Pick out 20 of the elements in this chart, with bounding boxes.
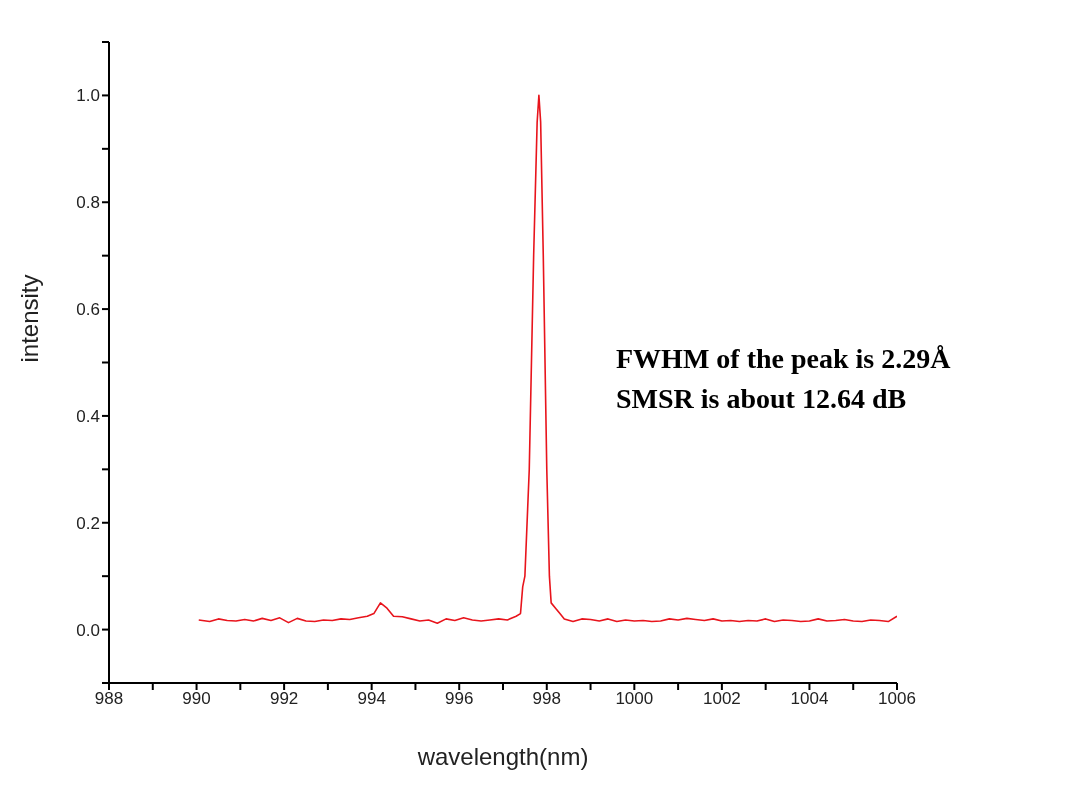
x-tick-label: 994: [357, 689, 386, 709]
annotation: SMSR is about 12.64 dB: [616, 383, 907, 415]
x-axis-title: wavelength(nm): [416, 743, 589, 770]
x-tick-label: 1000: [615, 689, 654, 709]
y-tick-label: 0.0: [76, 620, 100, 640]
y-axis-title: intensity: [15, 274, 43, 363]
y-tick-label: 0.4: [76, 406, 100, 426]
y-tick-label: 1.0: [76, 86, 100, 106]
x-tick-label: 992: [269, 689, 299, 709]
x-tick-label: 1004: [790, 689, 829, 709]
x-tick-label: 1006: [878, 689, 916, 709]
x-tick-label: 990: [182, 689, 211, 709]
y-tick-label: 0.6: [76, 300, 100, 320]
x-tick-label: 1002: [702, 689, 741, 709]
x-tick-label: 988: [94, 689, 124, 709]
x-tick-label: 998: [532, 689, 561, 709]
annotation: FWHM of the peak is 2.29Å: [616, 343, 951, 375]
x-tick-label: 996: [445, 689, 474, 709]
y-tick-label: 0.8: [76, 193, 100, 213]
y-tick-label: 0.2: [76, 513, 100, 533]
